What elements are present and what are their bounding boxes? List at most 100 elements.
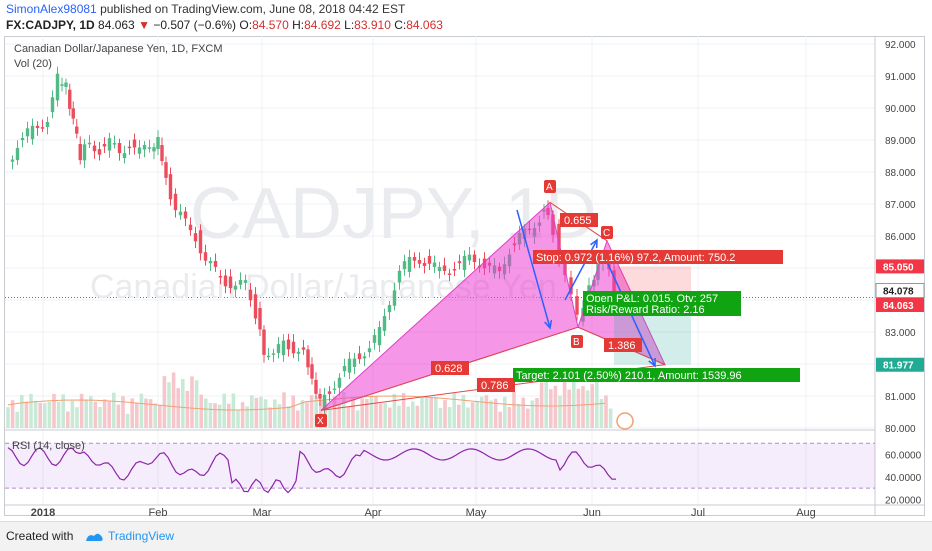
time-tick-label: Feb <box>149 507 168 519</box>
candle-body <box>286 339 291 350</box>
candle-body <box>422 262 427 267</box>
rsi-line <box>7 447 617 494</box>
high-value: 84.692 <box>304 18 341 32</box>
candle-body <box>137 147 142 154</box>
candle-body <box>132 139 137 148</box>
volume-bar <box>10 400 15 428</box>
volume-bar <box>84 399 88 428</box>
chart-frame[interactable] <box>4 36 925 516</box>
candle-body <box>127 146 132 149</box>
candle-body <box>102 143 107 147</box>
volume-bar <box>222 393 226 428</box>
candle-body <box>432 262 437 267</box>
volume-bar <box>332 396 337 428</box>
ratio-label-box <box>431 361 469 375</box>
candle-body <box>271 353 276 355</box>
candle-body <box>337 377 342 388</box>
volume-bar <box>185 390 190 428</box>
pattern-point-box <box>315 414 327 427</box>
rsi-tick-label: 20.0000 <box>885 495 922 506</box>
candle-body <box>347 358 352 373</box>
volume-bar <box>411 401 415 428</box>
volume-bar <box>415 405 420 428</box>
candle-body <box>238 279 243 285</box>
time-tick-label: Mar <box>253 507 272 519</box>
candle-body <box>243 280 248 283</box>
volume-bar <box>93 401 98 428</box>
price-tag-box <box>875 283 925 299</box>
price-tick-label: 83.000 <box>885 328 916 339</box>
price-tag-label: 81.977 <box>883 361 914 372</box>
candle-body <box>107 138 112 151</box>
volume-bar <box>130 398 134 428</box>
volume-bar <box>250 395 254 428</box>
volume-bar <box>15 411 19 428</box>
time-tick-label: Jul <box>691 507 705 519</box>
volume-bar <box>112 392 116 428</box>
candle-body <box>147 147 152 149</box>
time-tick-label: 2018 <box>31 507 55 519</box>
price-tick-label: 89.000 <box>885 136 916 147</box>
volume-bar <box>438 407 443 428</box>
target-label-box <box>513 368 800 382</box>
volume-bar <box>47 401 52 428</box>
volume-bar <box>296 410 300 428</box>
candle-body <box>20 137 25 141</box>
candle-body <box>25 128 30 137</box>
rsi-tick-label: 60.0000 <box>885 450 922 461</box>
volume-bar <box>576 388 581 428</box>
volume-bar <box>558 395 562 428</box>
candle-body <box>372 335 377 343</box>
candle-body <box>40 127 45 129</box>
price-tick-label: 80.000 <box>885 424 916 435</box>
candle-body <box>281 340 286 356</box>
volume-bar <box>43 403 47 428</box>
volume-bar <box>217 404 222 428</box>
volume-bar <box>135 403 139 428</box>
volume-bar <box>171 372 176 428</box>
volume-bar <box>268 407 272 428</box>
price-tag-label: 84.078 <box>883 287 914 298</box>
volume-bar <box>282 392 286 428</box>
volume-bar <box>466 407 470 428</box>
candle-body <box>97 149 102 155</box>
candle-body <box>223 275 228 287</box>
volume-bar <box>512 392 516 428</box>
candle-body <box>332 388 337 391</box>
volume-bar <box>581 386 585 428</box>
volume-bar <box>6 407 10 428</box>
ratio-label-box <box>477 378 515 392</box>
volume-bar <box>328 408 332 428</box>
author-link[interactable]: SimonAlex98081 <box>6 2 97 16</box>
volume-bar <box>98 406 102 428</box>
time-tick-label: May <box>466 507 487 519</box>
candle-body <box>327 391 332 394</box>
down-arrow-icon: ▼ <box>138 18 150 32</box>
candle-body <box>437 266 442 272</box>
volume-bar <box>309 395 314 428</box>
price-tick-label: 92.000 <box>885 40 916 51</box>
volume-bar <box>447 406 452 428</box>
volume-bar <box>144 398 148 428</box>
price-tag-label: 84.063 <box>883 301 914 312</box>
rsi-tick-label: 40.0000 <box>885 473 922 484</box>
candle-body <box>575 296 579 315</box>
tradingview-link[interactable]: TradingView <box>108 529 175 543</box>
candle-body <box>318 393 322 399</box>
volume-legend: Vol (20) <box>14 58 52 70</box>
volume-bar <box>369 395 374 428</box>
candle-body <box>183 211 188 219</box>
last-price: 84.063 <box>98 18 135 32</box>
target-label: Target: 2.101 (2.50%) 210.1, Amount: 153… <box>516 370 742 382</box>
volume-bar <box>162 376 167 428</box>
volume-bar <box>572 377 576 428</box>
volume-bar <box>227 403 231 428</box>
volume-bar <box>608 408 613 428</box>
volume-bar <box>20 394 24 428</box>
open-value: 84.570 <box>252 18 289 32</box>
candle-body <box>382 316 387 331</box>
volume-bar <box>273 399 277 428</box>
candle-body <box>160 145 164 162</box>
candle-body <box>412 256 417 261</box>
